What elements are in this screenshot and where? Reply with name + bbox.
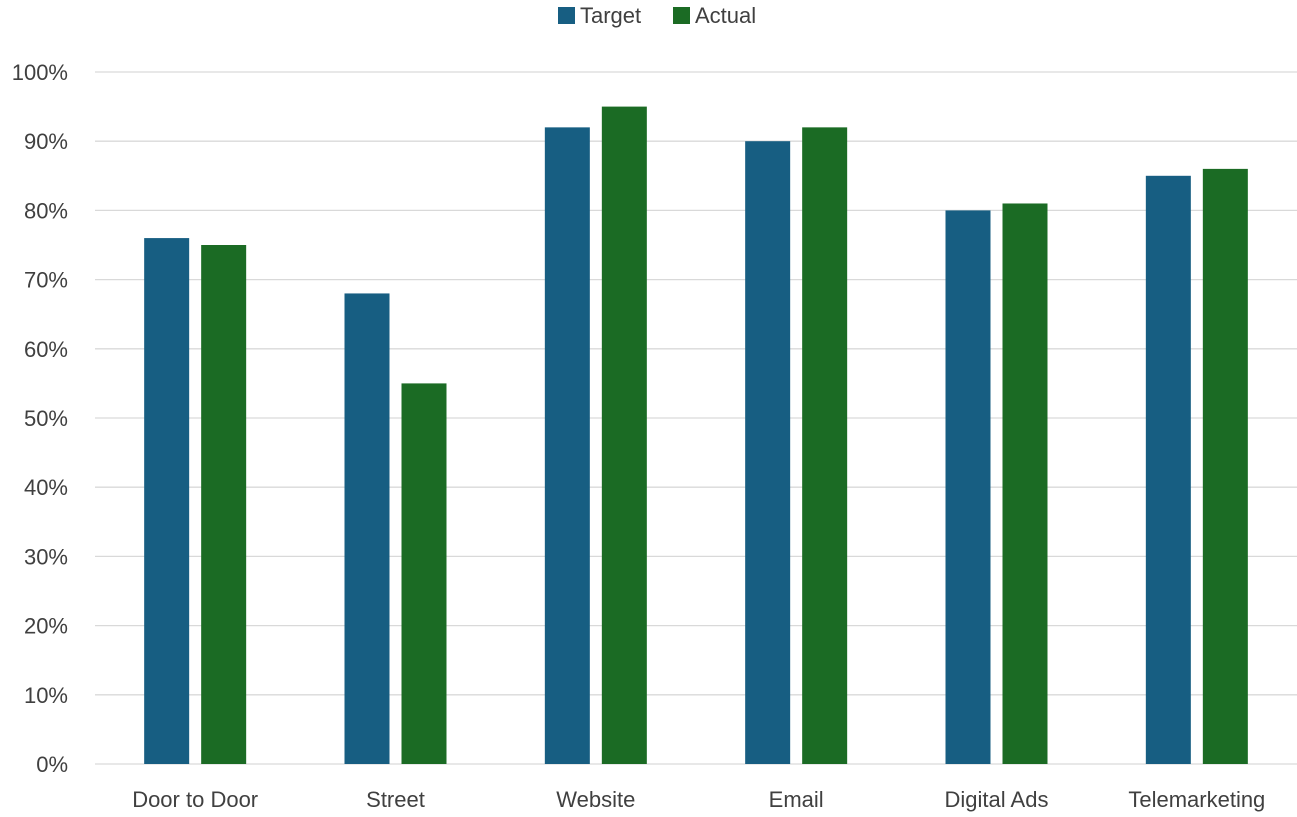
x-tick-label: Email — [769, 787, 824, 812]
y-tick-label: 90% — [24, 129, 68, 154]
y-tick-label: 30% — [24, 544, 68, 569]
bar-target-street — [344, 293, 390, 764]
y-tick-label: 80% — [24, 198, 68, 223]
x-tick-label: Telemarketing — [1128, 787, 1265, 812]
legend: Target Actual — [558, 3, 756, 28]
bar-actual-website — [601, 106, 647, 765]
bar-actual-street — [401, 383, 447, 764]
bars — [144, 106, 1248, 765]
y-tick-label: 60% — [24, 337, 68, 362]
y-tick-label: 0% — [36, 752, 68, 777]
legend-swatch-actual — [673, 7, 690, 24]
legend-label-actual: Actual — [695, 3, 756, 28]
x-tick-label: Digital Ads — [945, 787, 1049, 812]
y-tick-label: 70% — [24, 268, 68, 293]
bar-target-telemarketing — [1145, 175, 1191, 765]
bar-target-door-to-door — [144, 238, 190, 764]
x-tick-label: Website — [556, 787, 635, 812]
legend-swatch-target — [558, 7, 575, 24]
y-tick-label: 20% — [24, 614, 68, 639]
y-tick-label: 40% — [24, 475, 68, 500]
bar-target-email — [745, 141, 791, 764]
bar-actual-digital-ads — [1002, 203, 1048, 765]
bar-actual-telemarketing — [1202, 168, 1248, 764]
y-tick-label: 50% — [24, 406, 68, 431]
y-tick-label: 10% — [24, 683, 68, 708]
legend-label-target: Target — [580, 3, 641, 28]
gridlines — [95, 71, 1297, 765]
bar-target-website — [544, 127, 590, 765]
bar-actual-email — [802, 127, 848, 765]
x-axis-labels: Door to Door Street Website Email Digital Ad… — [132, 787, 1265, 812]
bar-actual-door-to-door — [201, 245, 247, 764]
x-tick-label: Street — [366, 787, 425, 812]
x-tick-label: Door to Door — [132, 787, 258, 812]
y-axis-labels: 0% 10% 20% 30% 40% 50% 60% 70% 80% 90% 100% — [12, 60, 68, 777]
bar-target-digital-ads — [945, 210, 991, 764]
y-tick-label: 100% — [12, 60, 68, 85]
